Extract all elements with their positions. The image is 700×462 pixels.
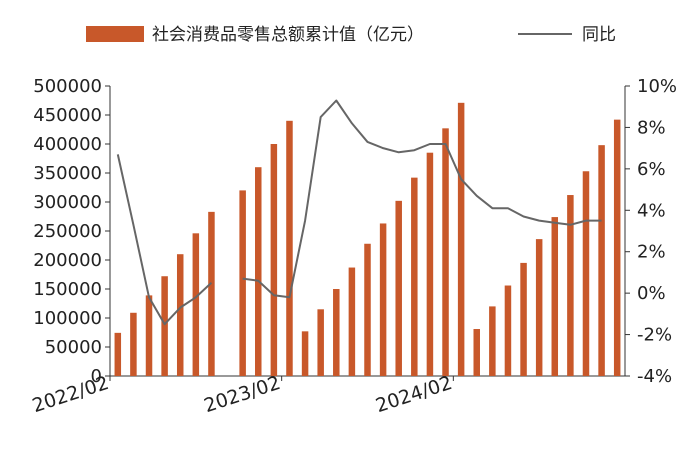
bar — [551, 217, 559, 376]
legend-bar-label: 社会消费品零售总额累计值（亿元） — [152, 25, 424, 45]
y-left-tick-label: 500000 — [33, 76, 102, 97]
y-right-tick-label: 0% — [637, 283, 666, 304]
x-axis: 2022/02 2023/02 2024/02 — [30, 372, 455, 417]
legend-line-label: 同比 — [582, 25, 616, 45]
y-left-tick-label: 250000 — [33, 221, 102, 242]
y-right-tick-label: 2% — [637, 242, 666, 263]
bar — [426, 152, 434, 376]
y-right-tick-label: 4% — [637, 200, 666, 221]
bar — [411, 177, 418, 376]
bar — [255, 167, 262, 376]
bar — [301, 331, 309, 376]
y-left-tick-label: 350000 — [33, 163, 102, 184]
bar — [333, 289, 340, 376]
bar — [613, 119, 621, 376]
x-tick-label: 2024/02 — [373, 372, 455, 417]
bar — [598, 145, 605, 376]
y-right-tick-label: 8% — [637, 117, 666, 138]
x-tick-label: 2022/02 — [30, 372, 112, 417]
y-left-tick-label: 450000 — [33, 105, 102, 126]
bar — [286, 120, 293, 376]
bar — [457, 102, 465, 376]
y-left-tick-label: 300000 — [33, 192, 102, 213]
bar — [520, 262, 527, 376]
y-left-tick-label: 0 — [91, 366, 102, 387]
y-left-tick-label: 200000 — [33, 250, 102, 271]
bar — [489, 306, 496, 376]
bar — [145, 295, 153, 376]
y-left-tick-label: 150000 — [33, 279, 102, 300]
yoy-line-segment — [242, 99, 602, 299]
bar — [192, 233, 200, 376]
bar — [114, 332, 122, 376]
y-axis-left: 0 50000 100000 150000 200000 250000 300000 3500… — [33, 76, 110, 387]
x-tick-label: 2023/02 — [201, 372, 283, 417]
bar — [208, 211, 215, 376]
bar — [535, 239, 543, 376]
y-left-tick-label: 400000 — [33, 134, 102, 155]
legend: 社会消费品零售总额累计值（亿元） 同比 — [86, 25, 616, 45]
bar-series — [114, 102, 621, 376]
bar — [567, 195, 574, 376]
bar — [364, 243, 371, 376]
y-right-tick-label: 10% — [637, 76, 677, 97]
legend-bar-swatch — [86, 26, 144, 42]
y-axis-right: -4% -2% 0% 2% 4% 6% 8% 10% — [625, 76, 677, 387]
bar — [239, 190, 246, 376]
y-left-tick-label: 100000 — [33, 308, 102, 329]
bar — [176, 254, 184, 376]
line-series — [116, 99, 602, 326]
bar — [161, 276, 168, 376]
bar — [442, 128, 449, 376]
bar — [395, 200, 402, 376]
bar — [348, 267, 356, 376]
bar — [504, 285, 512, 376]
bar — [130, 312, 137, 376]
bar — [379, 223, 387, 376]
bar — [270, 144, 278, 376]
y-right-tick-label: -4% — [637, 366, 672, 387]
yoy-line-segment — [116, 154, 213, 326]
bar — [317, 309, 324, 376]
y-right-tick-label: 6% — [637, 159, 666, 180]
y-right-tick-label: -2% — [637, 325, 672, 346]
bar — [582, 171, 590, 376]
y-left-tick-label: 50000 — [45, 337, 102, 358]
bar — [473, 329, 480, 376]
